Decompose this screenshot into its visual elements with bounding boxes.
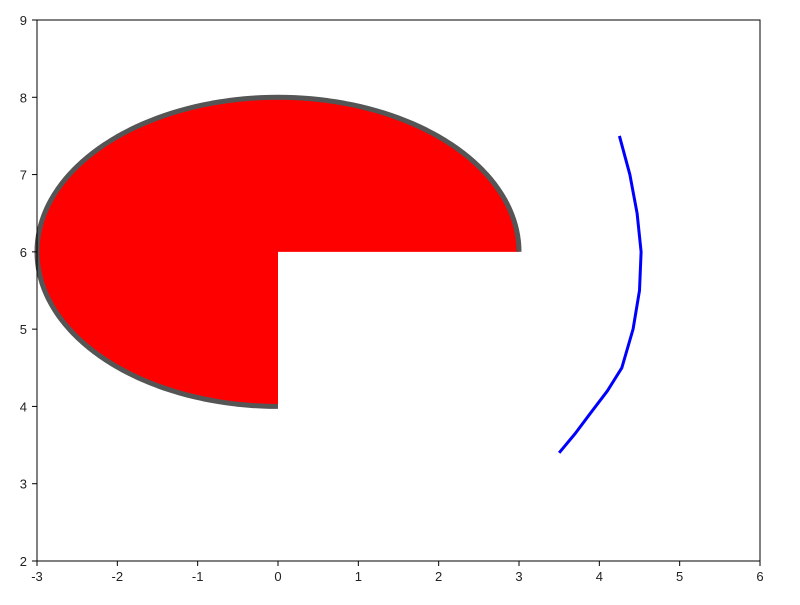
x-tick-label: -1: [192, 569, 204, 584]
y-tick-label: 4: [20, 399, 27, 414]
y-tick-label: 9: [20, 13, 27, 28]
x-tick-label: 0: [274, 569, 281, 584]
sector-fill: [37, 97, 519, 407]
x-tick-label: 5: [676, 569, 683, 584]
x-tick-label: -3: [31, 569, 43, 584]
shapes-layer: [34, 94, 522, 409]
y-tick-label: 3: [20, 477, 27, 492]
x-tick-label: 4: [596, 569, 603, 584]
series-layer: [558, 135, 643, 454]
ticks-layer: -3 -2 -1 0 1 2 3 4 5 6 2 3 4 5 6 7 8 9: [20, 13, 764, 584]
y-tick-label: 6: [20, 245, 27, 260]
x-tick-label: 3: [515, 569, 522, 584]
y-tick-label: 5: [20, 322, 27, 337]
x-tick-label: 2: [435, 569, 442, 584]
y-tick-label: 8: [20, 90, 27, 105]
plot-frame: [36, 19, 761, 562]
y-tick-label: 7: [20, 168, 27, 183]
sector-outline: [34, 94, 522, 409]
y-tick-label: 2: [20, 554, 27, 569]
x-tick-label: 1: [355, 569, 362, 584]
series-line-0: [558, 135, 643, 454]
x-tick-label: -2: [112, 569, 124, 584]
x-tick-label: 6: [756, 569, 763, 584]
